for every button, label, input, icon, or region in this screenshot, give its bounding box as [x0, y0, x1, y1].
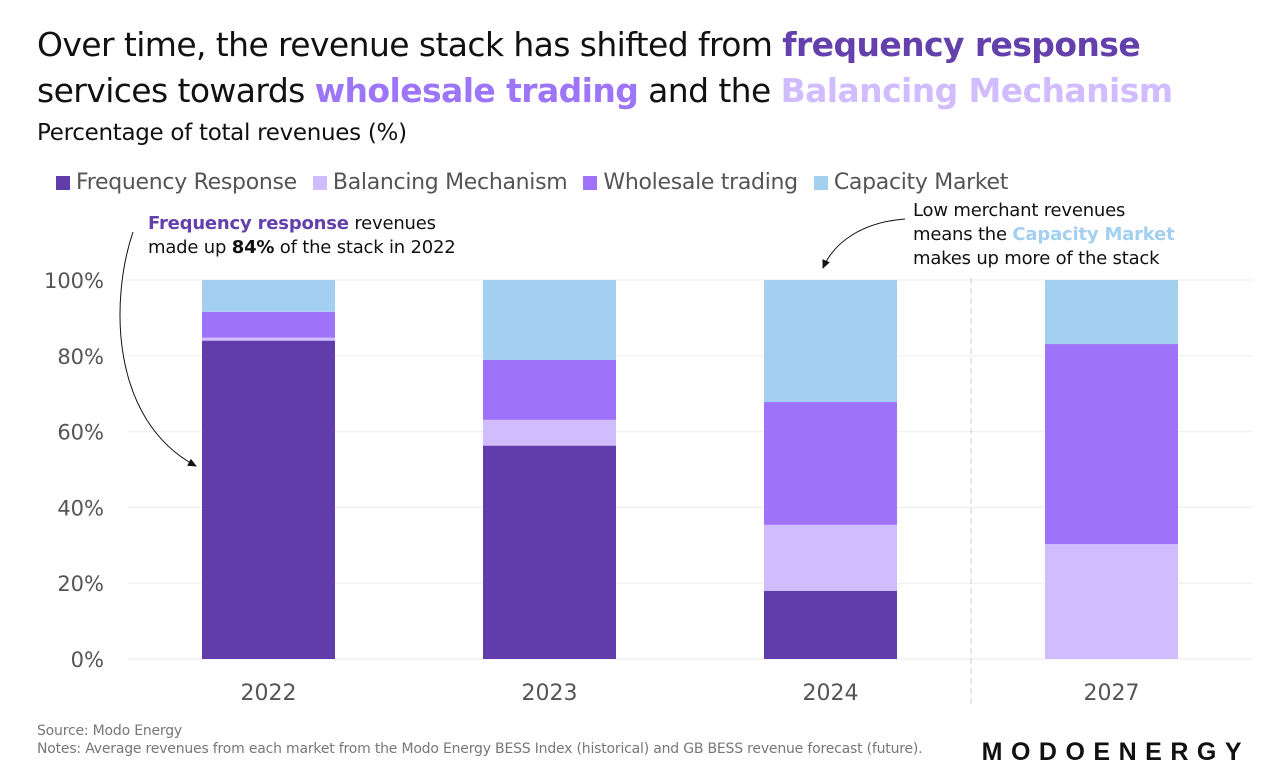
bar-segment-balancing-mechanism: [202, 337, 335, 341]
annotation-text: revenues: [348, 213, 436, 234]
title-text: and the: [638, 71, 781, 110]
footer: Source: Modo Energy Notes: Average reven…: [37, 722, 937, 758]
bar-segment-capacity-market: [764, 280, 897, 403]
annotation-bold-value: 84%: [231, 237, 275, 258]
legend-item: Capacity Market: [813, 170, 1009, 195]
y-tick-label: 60%: [57, 421, 104, 445]
bar-stack-2023: [483, 280, 616, 659]
source-note: Source: Modo Energy: [37, 723, 183, 739]
bar-stack-2024: [764, 280, 897, 659]
title-text: Over time, the revenue stack has shifted…: [37, 25, 783, 64]
annotation-text: made up: [148, 237, 232, 258]
bar-segment-capacity-market: [483, 280, 616, 360]
bar-segment-frequency-response: [202, 340, 335, 659]
annotation-text: of the stack in 2022: [274, 237, 456, 258]
legend-label: Wholesale trading: [603, 170, 798, 195]
legend-item: Wholesale trading: [583, 170, 798, 195]
title-highlight: frequency response: [782, 25, 1141, 64]
legend-label: Capacity Market: [833, 170, 1009, 195]
title-highlight: Balancing Mechanism: [780, 71, 1174, 110]
annotation-capacity-market: Low merchant revenues means the Capacity…: [913, 199, 1175, 271]
legend-item: Balancing Mechanism: [312, 170, 568, 195]
annotation-arrow-left: [119, 231, 197, 467]
legend-label: Balancing Mechanism: [332, 170, 568, 195]
notes: Notes: Average revenues from each market…: [37, 741, 923, 757]
title-text: services towards: [37, 71, 315, 110]
x-tick-label: 2024: [803, 681, 859, 706]
legend-swatch: [56, 175, 70, 190]
legend-swatch: [583, 175, 598, 190]
bar-segment-balancing-mechanism: [483, 419, 616, 446]
y-tick-label: 40%: [57, 496, 104, 520]
annotation-text: Low merchant revenues: [913, 200, 1126, 221]
bar-stack-2022: [202, 280, 335, 659]
annotation-arrow-right: [822, 218, 906, 269]
bar-segment-balancing-mechanism: [1045, 544, 1178, 659]
bar-segment-frequency-response: [483, 445, 616, 659]
annotation-text: makes up more of the stack: [913, 248, 1160, 269]
y-tick-label: 0%: [71, 648, 104, 672]
legend-label: Frequency Response: [76, 170, 297, 195]
bar-segment-capacity-market: [1045, 280, 1178, 345]
legend-swatch: [813, 175, 828, 190]
bar-segment-wholesale-trading: [1045, 344, 1178, 545]
legend-swatch: [312, 175, 327, 190]
legend-item: Frequency Response: [56, 170, 297, 195]
x-tick-label: 2022: [241, 681, 297, 706]
bar-segment-frequency-response: [764, 590, 897, 659]
y-tick-label: 80%: [57, 345, 104, 369]
bar-stack-2027: [1045, 280, 1178, 659]
bar-segment-wholesale-trading: [764, 402, 897, 525]
x-tick-label: 2027: [1084, 681, 1140, 706]
annotation-text: means the: [913, 224, 1013, 245]
legend: Frequency Response Balancing Mechanism Who…: [56, 170, 1008, 195]
annotation-highlight: Capacity Market: [1012, 224, 1175, 245]
title-highlight: wholesale trading: [314, 71, 639, 110]
bar-segment-wholesale-trading: [483, 359, 616, 420]
bar-segment-wholesale-trading: [202, 311, 335, 338]
y-tick-label: 100%: [44, 269, 104, 293]
bar-segment-balancing-mechanism: [764, 524, 897, 591]
modo-energy-logo: MODOENERGY: [981, 738, 1250, 766]
chart-title: Over time, the revenue stack has shifted…: [37, 22, 1257, 114]
x-tick-label: 2023: [522, 681, 578, 706]
annotation-highlight: Frequency response: [148, 213, 349, 234]
bar-segment-capacity-market: [202, 280, 335, 312]
chart-subtitle: Percentage of total revenues (%): [37, 120, 407, 146]
annotation-frequency-response: Frequency response revenues made up 84% …: [148, 212, 456, 260]
y-tick-label: 20%: [57, 572, 104, 596]
